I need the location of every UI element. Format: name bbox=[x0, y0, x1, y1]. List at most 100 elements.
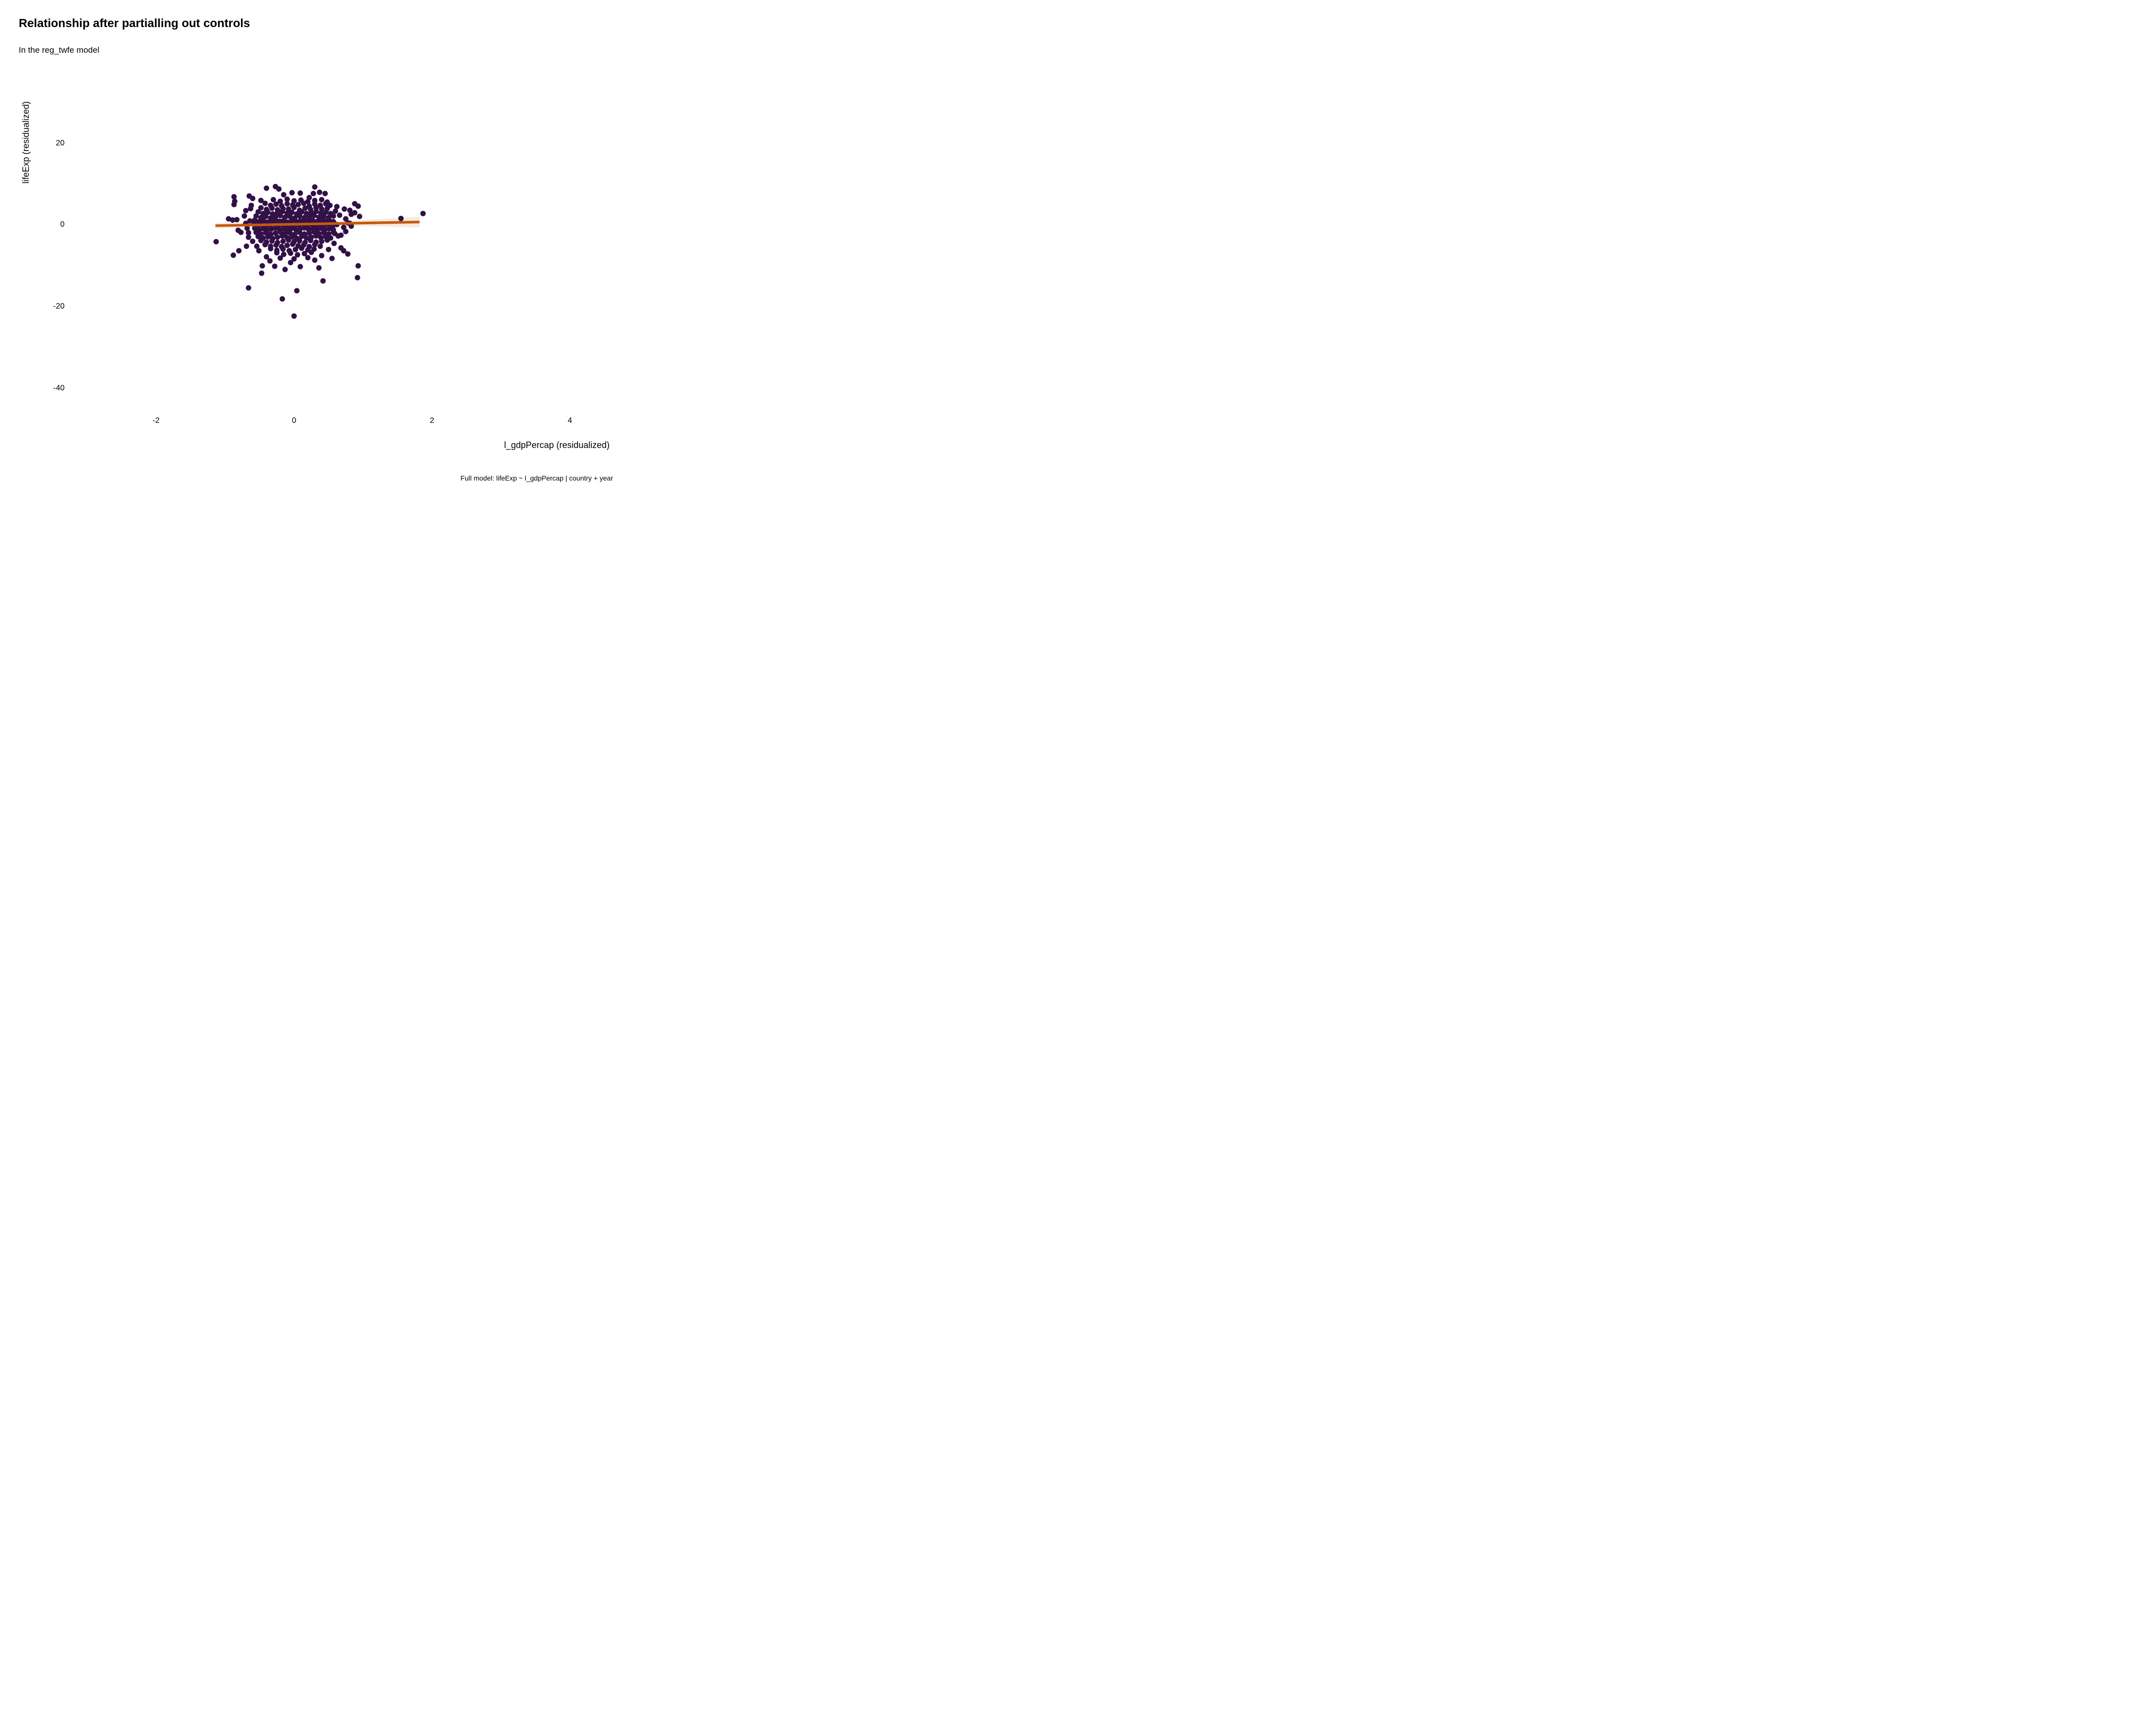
regression-line bbox=[215, 220, 420, 227]
data-point bbox=[238, 229, 244, 235]
data-point bbox=[230, 217, 236, 223]
data-point bbox=[293, 246, 298, 252]
scatter-plot-figure: Relationship after partialling out contr… bbox=[0, 0, 616, 493]
data-point bbox=[286, 206, 291, 212]
data-point bbox=[277, 255, 283, 261]
data-point bbox=[273, 225, 278, 231]
data-point bbox=[231, 194, 237, 200]
data-point bbox=[352, 210, 358, 216]
data-point bbox=[277, 229, 283, 235]
data-point bbox=[284, 201, 290, 207]
data-point bbox=[289, 234, 295, 240]
data-point bbox=[267, 258, 273, 264]
data-point bbox=[341, 224, 346, 230]
data-point bbox=[348, 223, 354, 229]
data-point bbox=[231, 202, 237, 207]
data-point bbox=[280, 239, 286, 244]
data-point bbox=[355, 263, 361, 269]
plot-caption: Full model: lifeExp ~ l_gdpPercap | coun… bbox=[460, 474, 613, 482]
data-point bbox=[299, 209, 305, 215]
data-point bbox=[357, 213, 363, 219]
data-point bbox=[269, 238, 275, 244]
data-point bbox=[354, 275, 360, 280]
data-point bbox=[294, 288, 300, 294]
data-point bbox=[263, 230, 269, 236]
data-point bbox=[317, 189, 322, 195]
data-point bbox=[280, 246, 286, 252]
data-point bbox=[276, 218, 282, 224]
data-point bbox=[299, 245, 305, 251]
data-point bbox=[305, 199, 311, 205]
data-point bbox=[311, 212, 317, 218]
data-point bbox=[281, 226, 287, 232]
data-point bbox=[234, 217, 240, 223]
data-point bbox=[281, 192, 287, 198]
data-point bbox=[256, 248, 262, 254]
data-point bbox=[302, 225, 308, 231]
data-point bbox=[319, 206, 325, 212]
data-point bbox=[259, 270, 265, 276]
data-point bbox=[262, 242, 268, 247]
data-point bbox=[297, 190, 303, 196]
data-point bbox=[341, 248, 346, 254]
data-point bbox=[291, 205, 297, 210]
data-point bbox=[337, 212, 342, 218]
data-point bbox=[319, 253, 325, 259]
data-point bbox=[297, 213, 303, 219]
scatter-panel bbox=[213, 184, 426, 319]
data-point bbox=[324, 237, 330, 243]
data-point bbox=[245, 285, 251, 291]
data-point bbox=[281, 251, 287, 257]
data-point bbox=[281, 217, 287, 223]
data-point bbox=[272, 263, 277, 269]
data-point bbox=[347, 207, 353, 213]
data-point bbox=[302, 251, 308, 256]
data-point bbox=[250, 239, 256, 244]
x-tick-label-2: 2 bbox=[430, 416, 435, 425]
data-point bbox=[302, 217, 308, 223]
data-point bbox=[250, 196, 256, 202]
data-point bbox=[307, 214, 312, 220]
data-point bbox=[318, 225, 324, 231]
data-point bbox=[320, 278, 326, 284]
data-point bbox=[310, 191, 316, 197]
data-point bbox=[331, 213, 336, 219]
data-point bbox=[307, 230, 312, 236]
data-point bbox=[355, 203, 361, 209]
data-point bbox=[291, 313, 297, 319]
data-point bbox=[326, 217, 332, 223]
data-point bbox=[279, 208, 285, 214]
data-point bbox=[321, 230, 327, 236]
plot-subtitle: In the reg_twfe model bbox=[19, 45, 100, 55]
data-point bbox=[286, 237, 291, 243]
data-point bbox=[271, 197, 276, 203]
data-point bbox=[319, 197, 325, 203]
data-point bbox=[331, 241, 337, 246]
y-tick-label--40: -40 bbox=[53, 384, 65, 393]
data-point bbox=[258, 205, 264, 211]
data-point bbox=[398, 215, 404, 221]
data-point bbox=[304, 235, 309, 241]
data-point bbox=[295, 202, 301, 207]
data-point bbox=[263, 213, 269, 219]
data-point bbox=[279, 233, 285, 239]
data-point bbox=[306, 218, 311, 224]
data-point bbox=[276, 186, 282, 192]
data-point bbox=[311, 229, 317, 235]
data-point bbox=[291, 198, 297, 204]
data-point bbox=[313, 233, 319, 239]
data-point bbox=[298, 197, 304, 203]
data-point bbox=[273, 217, 278, 223]
data-point bbox=[326, 246, 332, 252]
data-point bbox=[269, 226, 274, 232]
data-point bbox=[259, 263, 265, 269]
data-point bbox=[297, 264, 303, 270]
data-point bbox=[317, 243, 323, 249]
y-tick-label--20: -20 bbox=[53, 302, 65, 311]
data-point bbox=[226, 216, 232, 222]
data-point bbox=[273, 242, 279, 248]
data-point bbox=[241, 213, 247, 219]
data-point bbox=[279, 296, 285, 302]
data-point bbox=[291, 256, 297, 262]
data-point bbox=[284, 242, 290, 248]
